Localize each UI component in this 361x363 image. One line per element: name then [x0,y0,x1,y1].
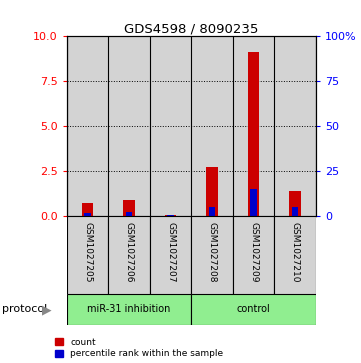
Bar [251,189,257,216]
Bar [191,216,233,294]
Bar [108,36,150,216]
Text: protocol: protocol [2,305,47,314]
Bar [168,215,174,216]
Bar [274,36,316,216]
Bar [165,215,177,216]
Bar [126,212,132,216]
Title: GDS4598 / 8090235: GDS4598 / 8090235 [124,22,258,35]
Bar [108,216,150,294]
Text: control: control [237,305,270,314]
Bar [274,216,316,294]
Bar [289,191,301,216]
Bar [191,36,233,216]
Bar [150,216,191,294]
Legend: count, percentile rank within the sample: count, percentile rank within the sample [55,338,223,359]
Bar [292,207,298,216]
Bar [248,53,260,216]
Text: ▶: ▶ [42,303,51,316]
Bar [150,36,191,216]
Bar [123,200,135,216]
Text: GSM1027208: GSM1027208 [208,222,217,283]
Text: GSM1027210: GSM1027210 [291,222,300,283]
Text: GSM1027205: GSM1027205 [83,222,92,283]
Bar [191,294,316,325]
Bar [209,207,215,216]
Bar [67,216,108,294]
Bar [84,213,91,216]
Bar [206,167,218,216]
Bar [233,216,274,294]
Bar [67,36,108,216]
Text: GSM1027209: GSM1027209 [249,222,258,283]
Bar [82,203,93,216]
Bar [67,294,191,325]
Text: miR-31 inhibition: miR-31 inhibition [87,305,171,314]
Text: GSM1027206: GSM1027206 [125,222,134,283]
Bar [233,36,274,216]
Text: GSM1027207: GSM1027207 [166,222,175,283]
